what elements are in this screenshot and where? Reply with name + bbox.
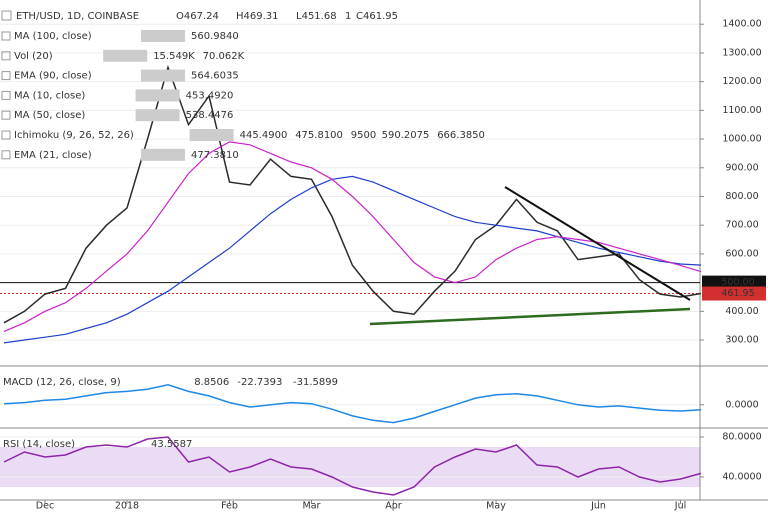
level-label: 500.00 bbox=[721, 277, 754, 288]
series-line bbox=[3, 141, 702, 332]
y-tick-label: 900.00 bbox=[725, 162, 758, 173]
series-line bbox=[3, 384, 702, 424]
ohlc: H469.31 bbox=[236, 11, 279, 22]
y-tick-label: 0.0000 bbox=[725, 399, 758, 410]
price-label: 461.95 bbox=[721, 288, 754, 299]
y-tick-label: 1000.00 bbox=[722, 134, 761, 145]
indicator-name: MA (50, close) bbox=[14, 110, 85, 121]
series-line bbox=[3, 64, 702, 324]
y-tick-label: 300.00 bbox=[725, 335, 758, 346]
indicator-name: Vol (20) bbox=[14, 51, 53, 62]
indicator-tools bbox=[141, 30, 185, 42]
icon bbox=[1, 90, 11, 100]
x-tick-label: Dec bbox=[36, 501, 54, 512]
legend: ETH/USD, 1D, COINBASE O467.24 H469.31 L451.… bbox=[1, 10, 485, 450]
icon bbox=[1, 110, 11, 120]
y-tick-label: 1200.00 bbox=[722, 76, 761, 87]
badge: 1 bbox=[345, 11, 351, 22]
indicator-readout: 9500 bbox=[351, 130, 376, 141]
indicator-name: EMA (90, close) bbox=[14, 71, 92, 82]
indicator-tools bbox=[103, 49, 148, 62]
indicator-readout: 590.2075 bbox=[382, 130, 430, 141]
indicator-tools bbox=[141, 69, 185, 82]
ohlc-label: O bbox=[176, 11, 184, 22]
indicator-readout: 453.4920 bbox=[186, 90, 234, 101]
indicator-name: EMA (21, close) bbox=[14, 150, 92, 161]
y-tick-label: 80.0000 bbox=[722, 432, 761, 443]
rsi-band bbox=[0, 447, 700, 487]
indicator-readout: 564.6035 bbox=[191, 71, 239, 82]
symbol: ETH/USD, 1D, COINBASE bbox=[16, 11, 139, 22]
series-line bbox=[3, 175, 702, 344]
indicator-readout: 445.4900 bbox=[240, 130, 288, 141]
trend-line bbox=[504, 186, 691, 301]
indicator-readout: 560.9840 bbox=[191, 31, 239, 42]
indicator-name: MA (10, close) bbox=[14, 90, 85, 101]
icon bbox=[1, 51, 11, 61]
icon bbox=[1, 150, 11, 160]
indicator-readout: 475.8100 bbox=[295, 130, 343, 141]
indicator-readout: 538.4476 bbox=[186, 110, 234, 121]
pane-readout: -31.5899 bbox=[293, 377, 338, 388]
ohlc: L451.68 bbox=[296, 11, 337, 22]
y-tick-label: 1400.00 bbox=[722, 19, 761, 30]
indicator-readout: 70.062K bbox=[203, 51, 245, 62]
x-tick-label: Feb bbox=[221, 501, 238, 512]
icon bbox=[1, 71, 11, 81]
pane-readout: 8.8506 bbox=[194, 377, 229, 388]
x-tick-label: Apr bbox=[385, 501, 402, 512]
pane-title: MACD (12, 26, close, 9) bbox=[3, 377, 121, 388]
ohlc-value: 461.95 bbox=[363, 11, 398, 22]
ohlc: C461.95 bbox=[356, 11, 398, 22]
ohlc-label: L bbox=[296, 11, 302, 22]
y-tick-label: 700.00 bbox=[725, 220, 758, 231]
pane-readout: 43.5587 bbox=[151, 439, 192, 450]
indicator-name: MA (100, close) bbox=[14, 31, 92, 42]
x-tick-label: Jul bbox=[674, 501, 686, 512]
level-box bbox=[702, 275, 766, 290]
x-tick-label: 2018 bbox=[115, 501, 139, 512]
indicator-tools bbox=[135, 109, 180, 122]
x-tick-label: Jun bbox=[590, 501, 606, 512]
indicator-readout: 15.549K bbox=[153, 51, 195, 62]
ohlc-label: H bbox=[236, 11, 244, 22]
ohlc-value: 469.31 bbox=[244, 11, 279, 22]
indicator-readout: 477.3810 bbox=[191, 150, 239, 161]
y-tick-label: 1300.00 bbox=[722, 47, 761, 58]
y-tick-label: 1100.00 bbox=[722, 105, 761, 116]
icon bbox=[1, 31, 11, 41]
indicator-tools bbox=[189, 129, 234, 141]
icon bbox=[1, 10, 12, 21]
grid bbox=[0, 23, 700, 487]
indicator-tools bbox=[141, 148, 185, 161]
series-line bbox=[3, 436, 702, 496]
y-tick-label: 400.00 bbox=[725, 306, 758, 317]
ohlc: O467.24 bbox=[176, 11, 219, 22]
trend-line bbox=[369, 307, 691, 326]
pane-readout: -22.7393 bbox=[237, 377, 282, 388]
y-tick-label: 800.00 bbox=[725, 191, 758, 202]
y-tick-label: 40.0000 bbox=[722, 472, 761, 483]
price-box bbox=[702, 286, 766, 301]
plot bbox=[0, 64, 702, 496]
ohlc-value: 451.68 bbox=[302, 11, 337, 22]
axes: 1400.00 1300.00 1200.00 1100.00 1000.00 900.0… bbox=[36, 19, 766, 512]
indicator-readout: 666.3850 bbox=[437, 130, 485, 141]
indicator-name: Ichimoku (9, 26, 52, 26) bbox=[14, 130, 134, 141]
y-tick-label: 600.00 bbox=[725, 248, 758, 259]
icon bbox=[1, 130, 11, 140]
pane-title: RSI (14, close) bbox=[3, 439, 75, 450]
indicator-tools bbox=[135, 89, 180, 102]
x-tick-label: May bbox=[486, 501, 506, 512]
x-tick-label: Mar bbox=[303, 501, 321, 512]
ohlc-label: C bbox=[356, 11, 363, 22]
ohlc-value: 467.24 bbox=[184, 11, 219, 22]
